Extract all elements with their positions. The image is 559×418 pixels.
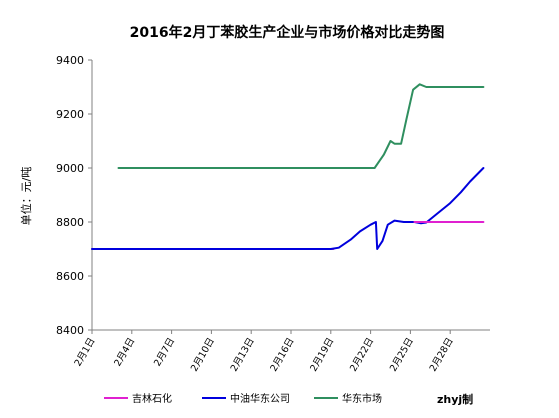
x-tick-label: 2月28日 <box>428 336 456 374</box>
y-tick-label: 8400 <box>56 324 84 337</box>
x-tick-label: 2月13日 <box>229 336 257 374</box>
x-tick-label: 2月1日 <box>73 336 98 368</box>
y-tick-label: 9400 <box>56 54 84 67</box>
y-axis-label: 单位：元/吨 <box>19 167 33 226</box>
legend-label: 中油华东公司 <box>230 392 290 405</box>
series-line-3 <box>117 83 485 169</box>
x-tick-label: 2月7日 <box>152 336 177 368</box>
x-tick-label: 2月25日 <box>388 336 416 374</box>
series-line-2 <box>91 167 485 250</box>
y-tick-label: 9200 <box>56 108 84 121</box>
y-tick-label: 8600 <box>56 270 84 283</box>
x-tick-label: 2月19日 <box>308 336 336 374</box>
x-tick-label: 2月16日 <box>269 336 297 374</box>
plot-area: 8400 8600 8800 9000 9200 9400 2月1日 2月4日 2月7日 2月10… <box>56 54 490 374</box>
x-tick-label: 2月10日 <box>189 336 217 374</box>
y-tick-label: 9000 <box>56 162 84 175</box>
x-tick-label: 2月22日 <box>348 336 376 374</box>
y-tick-label: 8800 <box>56 216 84 229</box>
x-tick-label: 2月4日 <box>112 336 137 368</box>
legend-label: 吉林石化 <box>132 392 172 405</box>
legend-label: 华东市场 <box>342 392 382 405</box>
legend: 吉林石化 中油华东公司 华东市场 <box>104 392 382 405</box>
chart-title: 2016年2月丁苯胶生产企业与市场价格对比走势图 <box>130 24 445 41</box>
credit-text: zhyj制 <box>437 392 473 406</box>
